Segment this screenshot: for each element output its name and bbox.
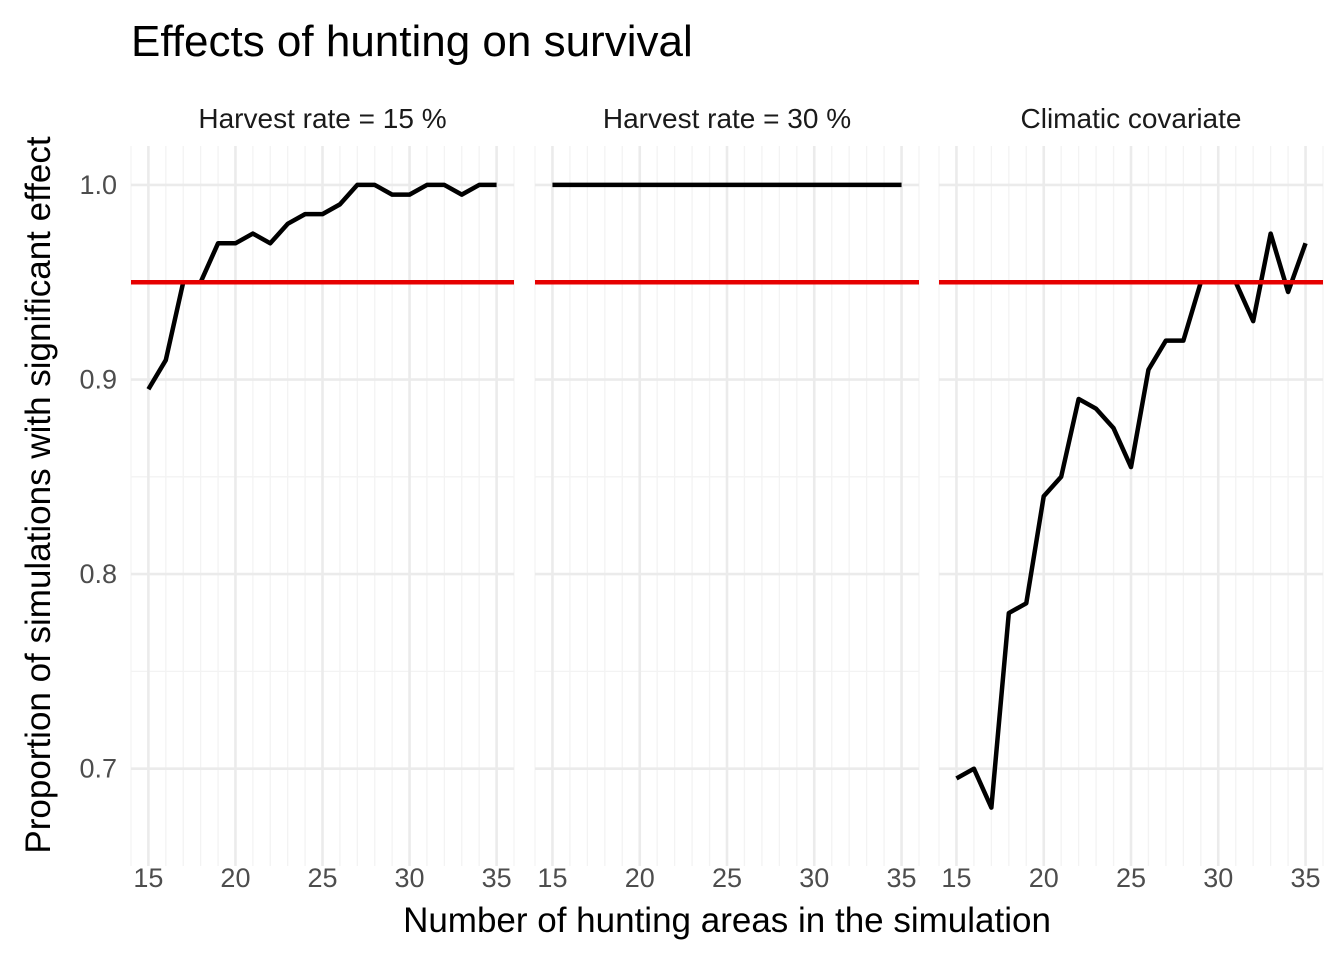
y-tick-label: 0.9	[79, 365, 117, 395]
facet-panel-2: Harvest rate = 30 % 15 20 25 30 35	[534, 103, 920, 893]
x-tick-label: 20	[1029, 863, 1059, 893]
y-tick-label: 0.7	[79, 754, 117, 784]
y-axis-title: Proportion of simulations with significa…	[19, 136, 58, 853]
y-tick-label: 1.0	[79, 170, 117, 200]
x-tick-label: 30	[1203, 863, 1233, 893]
y-tick-label: 0.8	[79, 559, 117, 589]
x-axis-title: Number of hunting areas in the simulatio…	[403, 901, 1051, 940]
x-tick-label: 15	[537, 863, 567, 893]
chart-title: Effects of hunting on survival	[131, 17, 693, 66]
facet-strip-label: Harvest rate = 15 %	[198, 103, 446, 134]
x-tick-label: 25	[712, 863, 742, 893]
facet-strip-label: Climatic covariate	[1021, 103, 1242, 134]
x-tick-label: 30	[395, 863, 425, 893]
x-tick-label: 35	[887, 863, 917, 893]
x-tick-label: 25	[307, 863, 337, 893]
x-tick-label: 15	[133, 863, 163, 893]
facet-panel-1: Harvest rate = 15 % 15 20 25 30 35	[130, 103, 515, 893]
facet-strip-label: Harvest rate = 30 %	[603, 103, 851, 134]
x-tick-label: 35	[482, 863, 512, 893]
x-tick-label: 20	[220, 863, 250, 893]
series-line	[955, 231, 1308, 810]
y-axis-ticks: 0.7 0.8 0.9 1.0	[79, 170, 117, 784]
x-tick-label: 35	[1291, 863, 1321, 893]
x-tick-label: 30	[799, 863, 829, 893]
facet-panel-3: Climatic covariate 15 20 25 30 35	[938, 103, 1324, 893]
x-tick-label: 20	[625, 863, 655, 893]
series-line	[146, 182, 497, 391]
x-tick-label: 15	[941, 863, 971, 893]
x-tick-label: 25	[1116, 863, 1146, 893]
